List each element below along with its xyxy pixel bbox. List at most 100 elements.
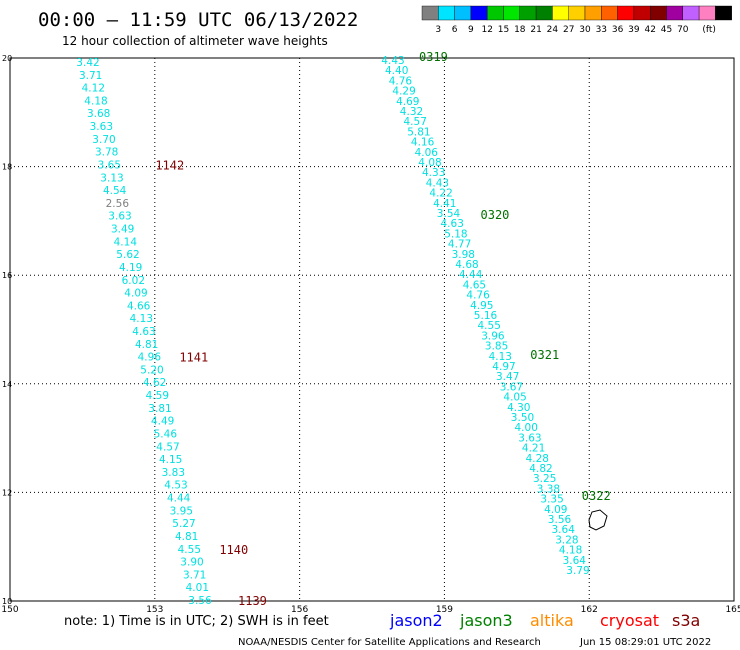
wave-height-label: 4.44	[459, 269, 483, 281]
wave-height-label: 5.81	[407, 126, 430, 138]
wave-height-label: 3.13	[100, 172, 123, 184]
legend-altika: altika	[530, 611, 574, 630]
wave-height-label: 5.20	[140, 364, 163, 376]
wave-height-label: 3.25	[533, 473, 556, 485]
footer-credit: NOAA/NESDIS Center for Satellite Applica…	[238, 637, 541, 648]
scale-swatch	[470, 5, 488, 21]
wave-height-label: 4.43	[381, 55, 404, 67]
satellite-legend: jason2 jason3 altika cryosat s3a	[389, 611, 700, 630]
scale-label: 21	[530, 25, 541, 35]
wave-height-label: 3.56	[188, 595, 212, 607]
wave-height-label: 3.71	[79, 70, 102, 82]
wave-height-label: 4.76	[389, 75, 413, 87]
wave-height-label: 4.95	[470, 300, 493, 312]
wave-height-label: 4.21	[522, 443, 545, 455]
wave-height-label: 4.81	[135, 339, 158, 351]
wave-height-label: 3.64	[552, 524, 576, 536]
latitude-tick-label: 16	[2, 271, 12, 280]
wave-height-label: 5.62	[116, 249, 139, 261]
wave-height-label: 3.49	[111, 224, 134, 236]
wave-height-label: 4.40	[385, 65, 408, 77]
wave-height-label: 5.27	[172, 518, 195, 530]
wave-height-label: 3.42	[76, 57, 99, 69]
wave-height-label: 3.83	[162, 467, 185, 479]
wave-height-label: 4.97	[492, 361, 515, 373]
scale-swatch	[601, 5, 618, 21]
wave-height-label: 4.13	[489, 351, 512, 363]
latitude-tick-label: 14	[2, 380, 12, 389]
wave-height-label: 3.28	[555, 534, 578, 546]
wave-height-label: 4.09	[124, 288, 147, 300]
axis-tick-labels: 150 153 156 159 162 165 10 12 14 16 18 20	[1, 54, 740, 615]
wave-height-label: 4.01	[186, 582, 209, 594]
wave-height-label: 4.77	[448, 239, 471, 251]
wave-height-label: 4.06	[415, 147, 439, 159]
wave-height-label: 4.63	[132, 326, 155, 338]
scale-swatch	[487, 5, 504, 21]
scale-swatch	[568, 5, 586, 21]
wave-height-label: 5.18	[444, 228, 467, 240]
scale-swatch	[633, 5, 651, 21]
satellite-tracks: 3.423.714.124.183.683.633.703.783.653.13…	[76, 50, 610, 608]
wave-height-label: 3.95	[170, 505, 193, 517]
wave-height-label: 4.54	[103, 185, 127, 197]
scale-swatch	[503, 5, 520, 21]
wave-height-label: 3.79	[566, 565, 589, 577]
map-title: 00:00 – 11:59 UTC 06/13/2022	[38, 9, 358, 31]
wave-height-label: 4.59	[146, 390, 169, 402]
wave-height-label: 3.38	[537, 483, 560, 495]
scale-label: 9	[468, 25, 474, 35]
pass-time-label: 0321	[530, 348, 559, 362]
wave-height-label: 4.00	[515, 422, 538, 434]
scale-label: 12	[481, 25, 492, 35]
wave-height-label: 4.18	[559, 545, 582, 557]
scale-swatch	[454, 5, 472, 21]
wave-height-label: 3.63	[90, 121, 113, 133]
wave-height-label: 4.16	[411, 137, 435, 149]
wave-height-label: 4.18	[84, 95, 107, 107]
wave-height-label: 4.32	[400, 106, 423, 118]
wave-height-label: 3.63	[108, 211, 131, 223]
wave-height-label: 4.57	[404, 116, 427, 128]
wave-height-label: 4.33	[422, 167, 445, 179]
wave-height-label: 4.96	[138, 352, 162, 364]
scale-label: 30	[579, 25, 591, 35]
wave-height-label: 3.96	[481, 330, 505, 342]
wave-height-label: 3.98	[452, 249, 475, 261]
latitude-tick-label: 20	[2, 54, 12, 63]
wave-height-label: 4.19	[119, 262, 142, 274]
wave-height-label: 3.81	[148, 403, 171, 415]
wave-height-label: 3.90	[180, 557, 203, 569]
legend-s3a: s3a	[672, 611, 700, 630]
scale-swatch	[650, 5, 667, 21]
wave-height-label: 3.68	[87, 108, 110, 120]
pass-time-label: 0319	[419, 50, 448, 64]
scale-label: 15	[498, 25, 509, 35]
wave-height-label: 4.12	[82, 83, 105, 95]
scale-swatch	[715, 5, 732, 21]
scale-label: 39	[628, 25, 640, 35]
wave-height-label: 4.43	[426, 177, 449, 189]
wave-height-label: 3.65	[98, 159, 121, 171]
latitude-tick-label: 12	[2, 488, 12, 497]
scale-swatch	[666, 5, 683, 21]
scale-swatch	[698, 5, 716, 21]
wave-height-label: 4.57	[156, 441, 179, 453]
wave-height-label: 4.28	[526, 453, 549, 465]
footer-note: note: 1) Time is in UTC; 2) SWH is in fe…	[64, 614, 329, 629]
wave-height-label: 4.15	[159, 454, 182, 466]
wave-height-label: 4.55	[478, 320, 501, 332]
wave-height-label: 4.55	[178, 544, 201, 556]
latitude-tick-label: 18	[2, 163, 12, 172]
longitude-tick-label: 162	[581, 605, 598, 615]
wave-height-label: 4.41	[433, 198, 456, 210]
longitude-tick-label: 153	[146, 605, 163, 615]
wave-height-label: 4.66	[127, 300, 151, 312]
wave-height-label: 4.49	[151, 416, 174, 428]
wave-height-label: 4.68	[455, 259, 478, 271]
wave-height-label: 4.53	[164, 480, 187, 492]
wave-height-label: 4.65	[463, 279, 486, 291]
wave-height-label: 3.63	[518, 432, 541, 444]
scale-label: 3	[435, 25, 441, 35]
